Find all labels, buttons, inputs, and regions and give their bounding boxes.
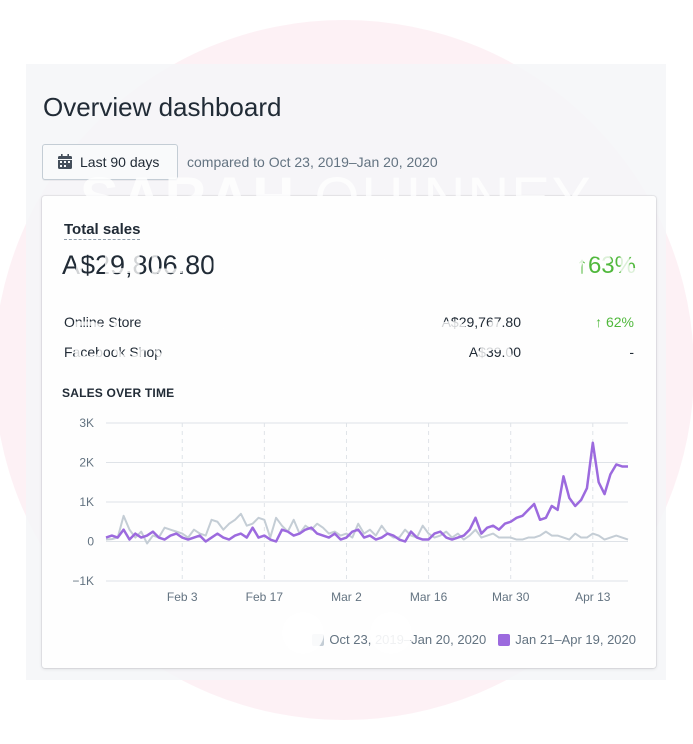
y-tick-label: −1K bbox=[72, 574, 94, 588]
legend-label-current: Jan 21–Apr 19, 2020 bbox=[515, 632, 636, 647]
series-line-previous bbox=[105, 512, 629, 545]
breakdown-value: A$39.00 bbox=[468, 344, 521, 360]
breakdown-row-facebook-shop: Facebook Shop A$39.00 - bbox=[64, 344, 634, 364]
compare-text: compared to Oct 23, 2019–Jan 20, 2020 bbox=[187, 154, 438, 170]
sales-over-time-chart: −1K 0 1K 2K 3K Feb 3 Feb 17 Mar 2 Mar 16 Mar 30 Ap… bbox=[72, 416, 629, 604]
x-tick-label: Feb 17 bbox=[246, 590, 284, 604]
y-tick-label: 0 bbox=[87, 535, 94, 549]
x-tick-label: Feb 3 bbox=[167, 590, 198, 604]
x-tick-label: Mar 30 bbox=[492, 590, 530, 604]
date-range-button[interactable]: Last 90 days bbox=[42, 144, 178, 180]
y-tick-label: 2K bbox=[79, 456, 94, 470]
breakdown-value: A$29,767.80 bbox=[441, 314, 521, 330]
y-tick-label: 3K bbox=[79, 416, 94, 430]
breakdown-label: Online Store bbox=[64, 314, 142, 330]
x-tick-label: Mar 2 bbox=[331, 590, 362, 604]
sales-over-time-label: SALES OVER TIME bbox=[62, 386, 175, 400]
x-tick-label: Apr 13 bbox=[575, 590, 611, 604]
watermark-dot bbox=[282, 612, 324, 654]
total-sales-change: ↑63% bbox=[575, 252, 636, 279]
y-tick-label: 1K bbox=[79, 495, 94, 509]
total-sales-value: A$29,806.80 bbox=[62, 250, 216, 280]
chart-legend: Oct 23, 2019–Jan 20, 2020 Jan 21–Apr 19,… bbox=[300, 632, 636, 647]
legend-item-current[interactable]: Jan 21–Apr 19, 2020 bbox=[498, 632, 636, 647]
total-sales-title[interactable]: Total sales bbox=[64, 221, 141, 240]
page-title: Overview dashboard bbox=[43, 92, 282, 122]
calendar-icon bbox=[57, 154, 73, 170]
legend-swatch-current bbox=[498, 633, 511, 646]
x-tick-label: Mar 16 bbox=[410, 590, 448, 604]
series-line-current bbox=[105, 441, 628, 543]
watermark-dot bbox=[370, 612, 412, 654]
dashboard-page: Overview dashboard Last 90 days compared… bbox=[26, 64, 666, 680]
breakdown-label: Facebook Shop bbox=[64, 344, 163, 360]
date-range-label: Last 90 days bbox=[80, 154, 160, 170]
breakdown-change: - bbox=[629, 344, 634, 360]
breakdown-row-online-store: Online Store A$29,767.80 ↑ 62% bbox=[64, 314, 634, 334]
total-sales-card: Total sales A$29,806.80 ↑63% Online Stor… bbox=[42, 196, 656, 668]
breakdown-change: ↑ 62% bbox=[595, 314, 634, 330]
